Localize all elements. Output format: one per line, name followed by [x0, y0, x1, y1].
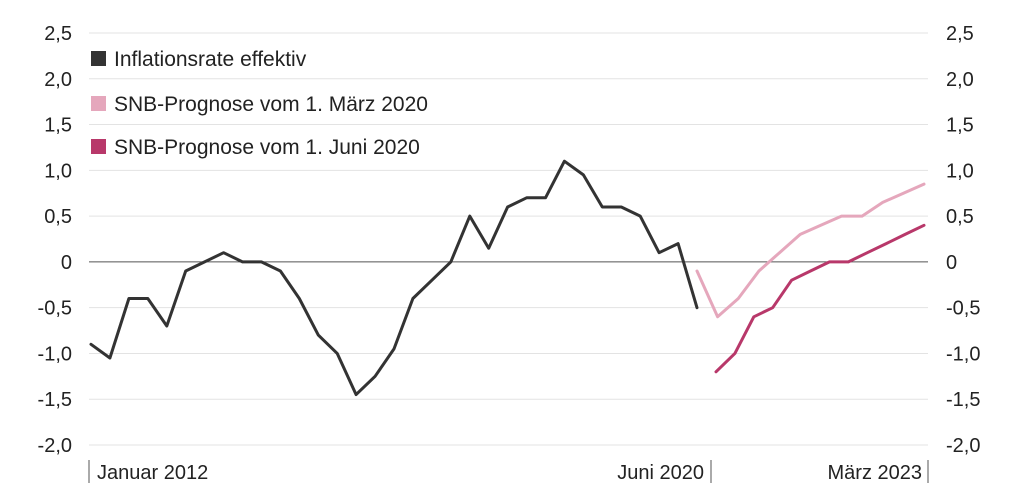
y-tick-label-right: 2,0 — [946, 69, 974, 91]
y-tick-label-left: 2,0 — [44, 69, 72, 91]
legend-label-forecast-june: SNB-Prognose vom 1. Juni 2020 — [114, 136, 420, 159]
x-axis: Januar 2012 Juni 2020 März 2023 — [88, 460, 929, 484]
y-tick-label-right: 0 — [946, 252, 957, 274]
series-inflation-line — [89, 159, 699, 397]
legend-swatch-inflation — [91, 51, 106, 66]
x-tick-label-june-2020: Juni 2020 — [617, 462, 704, 484]
y-tick-label-left: 1,0 — [44, 160, 72, 182]
y-tick-label-left: 0 — [61, 252, 72, 274]
x-tick-label-march-2023: März 2023 — [828, 462, 923, 484]
y-tick-label-right: 1,0 — [946, 160, 974, 182]
y-tick-label-right: -0,5 — [946, 298, 980, 320]
y-tick-label-right: 0,5 — [946, 206, 974, 228]
y-tick-label-right: -1,5 — [946, 389, 980, 411]
series-forecast-march-line — [695, 182, 926, 319]
series-layer — [89, 159, 926, 397]
legend-swatch-forecast-june — [91, 139, 106, 154]
legend-label-inflation: Inflationsrate effektiv — [114, 48, 307, 71]
y-tick-label-left: 0,5 — [44, 206, 72, 228]
y-tick-label-right: 2,5 — [946, 23, 974, 45]
y-tick-label-right: 1,5 — [946, 115, 974, 137]
y-tick-label-left: 2,5 — [44, 23, 72, 45]
y-tick-label-right: -2,0 — [946, 435, 980, 457]
y-tick-label-left: -2,0 — [38, 435, 72, 457]
y-tick-label-left: -1,0 — [38, 343, 72, 365]
legend: Inflationsrate effektiv SNB-Prognose vom… — [91, 48, 428, 159]
y-axis-right: 2,5 2,0 1,5 1,0 0,5 0 -0,5 -1,0 -1,5 -2,0 — [946, 23, 980, 457]
y-tick-label-left: 1,5 — [44, 115, 72, 137]
legend-swatch-forecast-march — [91, 96, 106, 111]
y-tick-label-right: -1,0 — [946, 343, 980, 365]
y-tick-label-left: -0,5 — [38, 298, 72, 320]
x-tick-label-start: Januar 2012 — [97, 462, 208, 484]
y-axis-left: 2,5 2,0 1,5 1,0 0,5 0 -0,5 -1,0 -1,5 -2,0 — [38, 23, 72, 457]
legend-label-forecast-march: SNB-Prognose vom 1. März 2020 — [114, 93, 428, 116]
grid-layer — [89, 32, 928, 446]
y-tick-label-left: -1,5 — [38, 389, 72, 411]
series-forecast-june-line — [714, 223, 926, 374]
